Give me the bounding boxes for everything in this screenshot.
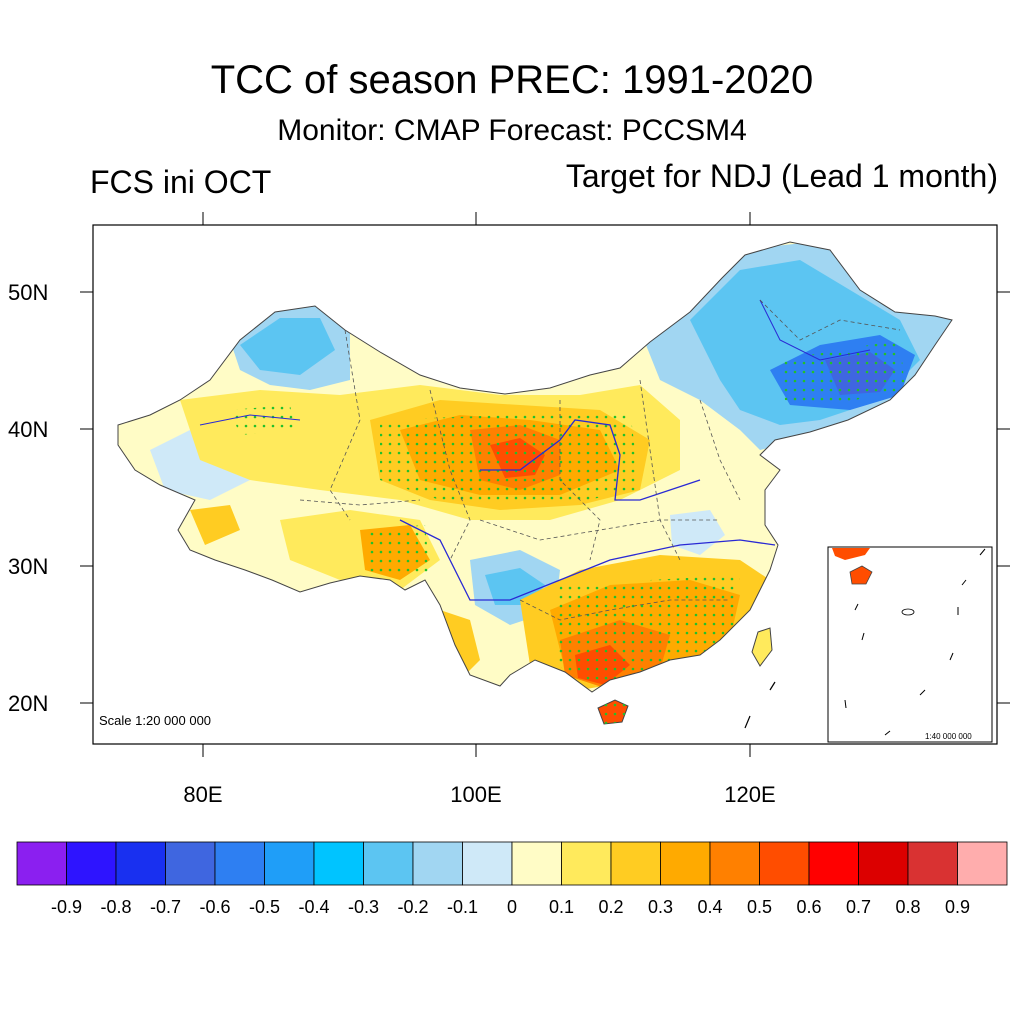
tarim-river bbox=[199, 414, 301, 426]
colorbar-label: 0.6 bbox=[796, 897, 821, 917]
colorbar-label: -0.4 bbox=[298, 897, 329, 917]
inset-scale-label: 1:40 000 000 bbox=[925, 732, 972, 741]
colorbar-label: -0.3 bbox=[348, 897, 379, 917]
colorbar bbox=[16, 841, 1008, 886]
colorbar-label: -0.1 bbox=[447, 897, 478, 917]
colorbar-box bbox=[957, 841, 1008, 886]
colorbar-label: 0.1 bbox=[549, 897, 574, 917]
colorbar-box bbox=[66, 841, 117, 886]
colorbar-label: -0.5 bbox=[249, 897, 280, 917]
colorbar-label: 0.2 bbox=[598, 897, 623, 917]
lat-label-50n: 50N bbox=[8, 280, 48, 305]
init-label: FCS ini OCT bbox=[90, 164, 272, 200]
inset-mainland-fragment bbox=[832, 548, 870, 560]
chart-subtitle: Monitor: CMAP Forecast: PCCSM4 bbox=[277, 114, 747, 147]
colorbar-box bbox=[610, 841, 661, 886]
colorbar-box bbox=[511, 841, 562, 886]
colorbar-box bbox=[759, 841, 810, 886]
colorbar-box bbox=[165, 841, 216, 886]
colorbar-box bbox=[313, 841, 364, 886]
lat-label-20n: 20N bbox=[8, 691, 48, 716]
colorbar-label: 0.3 bbox=[648, 897, 673, 917]
colorbar-box bbox=[660, 841, 711, 886]
colorbar-box bbox=[412, 841, 463, 886]
colorbar-box bbox=[264, 841, 315, 886]
south-sea-dashes bbox=[744, 681, 776, 729]
taiwan-island bbox=[751, 627, 773, 667]
scale-label: Scale 1:20 000 000 bbox=[99, 713, 211, 728]
province-borders bbox=[299, 299, 901, 621]
colorbar-label: -0.6 bbox=[199, 897, 230, 917]
yellow-river bbox=[480, 419, 701, 501]
colorbar-box bbox=[214, 841, 265, 886]
hainan-stipple bbox=[598, 700, 628, 724]
inset-reef bbox=[901, 608, 915, 616]
axis-ticks bbox=[80, 212, 1010, 757]
colorbar-box bbox=[709, 841, 760, 886]
colorbar-labels: -0.9 -0.8 -0.7 -0.6 -0.5 -0.4 -0.3 -0.2 -0.1 0 0.1… bbox=[51, 897, 970, 917]
colorbar-box bbox=[561, 841, 612, 886]
colorbar-box bbox=[462, 841, 513, 886]
songhua-river bbox=[759, 299, 871, 361]
colorbar-box bbox=[115, 841, 166, 886]
lat-label-40n: 40N bbox=[8, 417, 48, 442]
lat-label-30n: 30N bbox=[8, 554, 48, 579]
lon-label-100e: 100E bbox=[450, 782, 501, 807]
colorbar-label: 0.8 bbox=[895, 897, 920, 917]
colorbar-label: -0.7 bbox=[150, 897, 181, 917]
colorbar-box bbox=[363, 841, 414, 886]
inset-hainan bbox=[849, 565, 873, 585]
lon-label-120e: 120E bbox=[724, 782, 775, 807]
chart-title: TCC of season PREC: 1991-2020 bbox=[210, 58, 814, 102]
colorbar-label: 0.4 bbox=[697, 897, 722, 917]
colorbar-box bbox=[808, 841, 859, 886]
colorbar-box bbox=[16, 841, 67, 886]
colorbar-label: 0.7 bbox=[846, 897, 871, 917]
colorbar-label: -0.8 bbox=[100, 897, 131, 917]
colorbar-box bbox=[907, 841, 958, 886]
yangtze-river bbox=[399, 519, 776, 601]
colorbar-box bbox=[858, 841, 909, 886]
colorbar-label: 0 bbox=[507, 897, 517, 917]
inset-dashes bbox=[844, 548, 986, 736]
target-label: Target for NDJ (Lead 1 month) bbox=[565, 158, 998, 194]
colorbar-label: 0.5 bbox=[747, 897, 772, 917]
lon-label-80e: 80E bbox=[183, 782, 222, 807]
colorbar-label: 0.9 bbox=[945, 897, 970, 917]
colorbar-label: -0.9 bbox=[51, 897, 82, 917]
colorbar-label: -0.2 bbox=[397, 897, 428, 917]
